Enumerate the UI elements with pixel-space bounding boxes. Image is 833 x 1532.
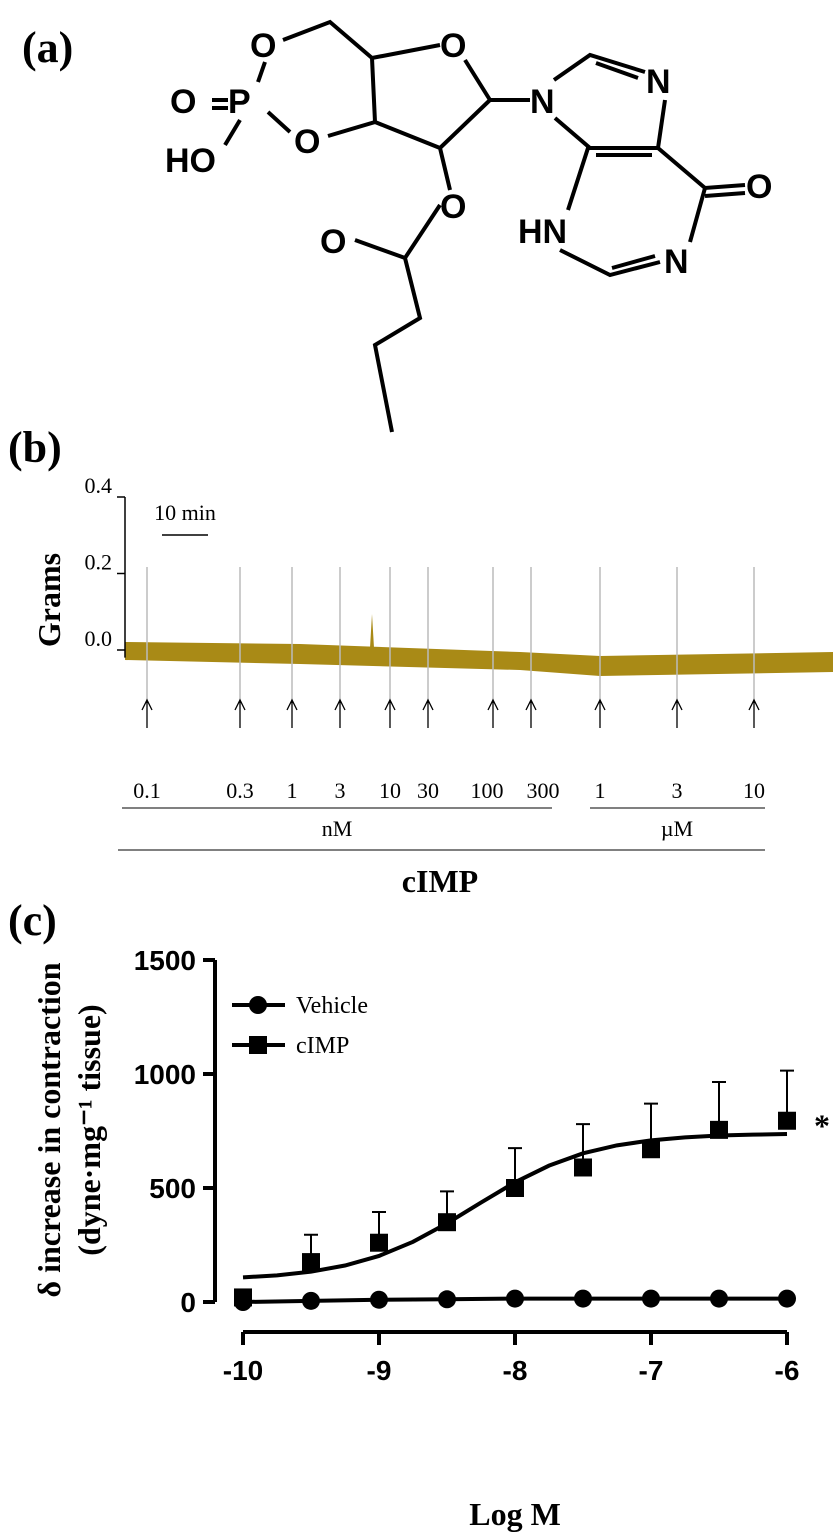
dose-label: 30 [417, 778, 439, 803]
arrow [384, 698, 396, 728]
marker [574, 1158, 592, 1177]
marker [778, 1289, 796, 1308]
panel-label: (c) [8, 896, 57, 945]
arrow [748, 698, 760, 728]
marker [302, 1253, 320, 1272]
arrow [594, 698, 606, 728]
arrow [422, 698, 434, 728]
trace [125, 614, 833, 676]
dose-label: 100 [471, 778, 504, 803]
bonds [212, 19, 746, 433]
marker [574, 1289, 592, 1308]
marker [506, 1289, 524, 1308]
atom: P [228, 83, 251, 121]
marker [710, 1120, 728, 1139]
y-tick-label: 1000 [134, 1059, 196, 1090]
annotation: * [814, 1108, 830, 1144]
y-axis-label: Grams [31, 553, 67, 647]
atom: N [646, 63, 671, 101]
y-tick-label: 0 [180, 1287, 196, 1318]
scale-bar-label: 10 min [154, 500, 216, 525]
marker [234, 1288, 252, 1307]
atom: O [746, 168, 772, 206]
atom: O [170, 83, 196, 121]
atom: O [250, 27, 276, 65]
arrow [525, 698, 537, 728]
x-tick-label: -10 [223, 1355, 263, 1386]
marker [778, 1111, 796, 1130]
y-axis-label: (dyne·mg⁻¹ tissue) [71, 1004, 107, 1255]
marker [370, 1233, 388, 1252]
arrow [234, 698, 246, 728]
atom: O [440, 188, 466, 226]
panel-b: (b) Grams 10 min nM µM cIMP 0.4 0.2 0.0 0.1… [8, 423, 833, 899]
y-tick-label: 1500 [134, 945, 196, 976]
dose-label: 300 [527, 778, 560, 803]
x-tick-label: -8 [503, 1355, 528, 1386]
compound-label: cIMP [402, 863, 478, 899]
arrow [141, 698, 153, 728]
y-axis-label: δ increase in contraction [31, 962, 67, 1297]
dose-label: 0.3 [226, 778, 254, 803]
unit-label: µM [661, 816, 693, 841]
atom: O [294, 123, 320, 161]
y-tick-label: 500 [149, 1173, 196, 1204]
y-tick-label: 0.2 [85, 550, 113, 575]
marker [642, 1140, 660, 1159]
x-tick-label: -7 [639, 1355, 664, 1386]
marker [506, 1179, 524, 1197]
dose-label: 1 [595, 778, 606, 803]
x-axis-label: Log M [469, 1496, 561, 1532]
arrow [286, 698, 298, 728]
y-tick-label: 0.0 [85, 626, 113, 651]
legend-marker [249, 996, 267, 1014]
arrow [334, 698, 346, 728]
legend-label: Vehicle [296, 993, 368, 1019]
panel-c: (c) 0 500 1000 1500 -10 -9 -8 -7 -6 Log M δ increas… [8, 896, 830, 1532]
panel-label: (a) [22, 23, 73, 72]
marker [302, 1291, 320, 1310]
y-tick-label: 0.4 [85, 473, 113, 498]
dose-label: 10 [743, 778, 765, 803]
atom: O [440, 27, 466, 65]
dose-label: 0.1 [133, 778, 161, 803]
dose-label: 3 [335, 778, 346, 803]
atom: HN [518, 213, 567, 251]
dose-label: 1 [287, 778, 298, 803]
atom: O [320, 223, 346, 261]
marker [370, 1290, 388, 1309]
dose-label: 3 [672, 778, 683, 803]
atom: HO [165, 142, 216, 180]
unit-label: nM [322, 816, 353, 841]
x-tick-label: -9 [367, 1355, 392, 1386]
legend-marker [249, 1036, 267, 1054]
atom: N [530, 83, 555, 121]
marker [710, 1289, 728, 1308]
arrow [671, 698, 683, 728]
panel-a: (a) O O P HO O O N N O HN N O O [22, 19, 772, 433]
marker [642, 1289, 660, 1308]
dose-label: 10 [379, 778, 401, 803]
panel-label: (b) [8, 423, 62, 472]
marker [438, 1290, 456, 1309]
x-tick-label: -6 [775, 1355, 800, 1386]
atom: N [664, 243, 689, 281]
marker [438, 1213, 456, 1232]
legend-label: cIMP [296, 1033, 349, 1059]
arrow [487, 698, 499, 728]
